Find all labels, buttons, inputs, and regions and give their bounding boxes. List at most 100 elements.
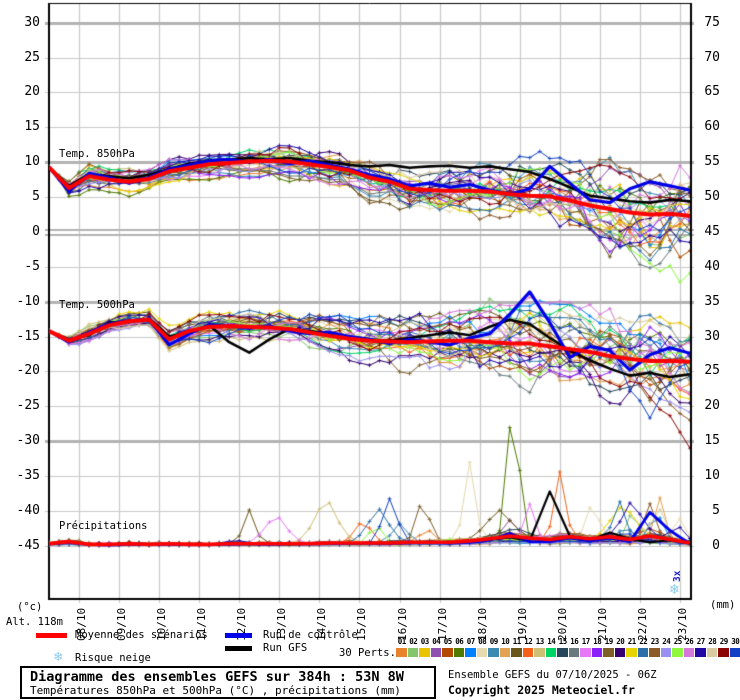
perturbation-number: 02 xyxy=(409,637,418,646)
perturbation-color-swatch xyxy=(706,648,717,657)
perturbation-number: 20 xyxy=(616,637,625,646)
perturbation-color-swatch xyxy=(430,648,441,657)
snow-risk-label: Risque neige xyxy=(75,652,151,664)
perturbation-colorbar-cell: 11 xyxy=(511,637,523,657)
footer-box: Diagramme des ensembles GEFS sur 384h : … xyxy=(20,666,436,699)
perturbation-number: 11 xyxy=(512,637,522,646)
copyright: Copyright 2025 Meteociel.fr xyxy=(448,683,635,697)
snowflake-chart-icon: ❄ xyxy=(670,580,680,598)
perturbation-number: 28 xyxy=(708,637,717,646)
diagram-title: Diagramme des ensembles GEFS sur 384h : … xyxy=(30,669,404,685)
perturbation-number: 25 xyxy=(673,637,683,646)
perturbation-color-swatch xyxy=(614,648,625,657)
perturbation-number: 08 xyxy=(478,637,487,646)
perturbation-color-swatch xyxy=(649,648,660,657)
legend-mean-label: Moyenne des scénarios xyxy=(75,629,208,641)
perturbation-colorbar-cell: 23 xyxy=(649,637,661,657)
left-axis-tick-label: -15 xyxy=(16,328,40,344)
diagram-subtitle: Températures 850hPa et 500hPa (°C) , pré… xyxy=(30,684,401,697)
left-axis-tick-label: -10 xyxy=(16,293,40,309)
perturbation-color-swatch xyxy=(683,648,694,657)
right-axis-tick-label: 0 xyxy=(712,537,720,553)
left-axis-tick-label: -45 xyxy=(16,537,40,553)
legend-gfs-swatch xyxy=(225,646,252,651)
right-axis-tick-label: 5 xyxy=(712,502,720,518)
perturbation-number: 27 xyxy=(696,637,706,646)
perturbation-color-swatch xyxy=(499,648,510,657)
perturbation-colorbar-cell: 21 xyxy=(626,637,638,657)
perturbation-number: 17 xyxy=(581,637,591,646)
perturbation-colorbar-cell: 17 xyxy=(580,637,592,657)
perturbation-color-swatch xyxy=(407,648,418,657)
perturbation-number: 26 xyxy=(685,637,694,646)
left-axis-tick-label: 5 xyxy=(32,189,40,205)
perturbation-color-swatch xyxy=(695,648,706,657)
perturbation-number: 10 xyxy=(501,637,510,646)
perturbation-color-swatch xyxy=(557,648,568,657)
perturbation-colorbar-cell: 18 xyxy=(591,637,604,657)
right-axis-tick-label: 20 xyxy=(704,398,720,414)
right-axis-tick-label: 60 xyxy=(704,119,720,135)
left-axis-tick-label: -35 xyxy=(16,468,40,484)
right-axis-tick-label: 50 xyxy=(704,189,720,205)
perturbation-colorbar-cell: 28 xyxy=(706,637,719,657)
perturbation-colorbar-cell: 08 xyxy=(476,637,489,657)
perturbation-number: 04 xyxy=(432,637,441,646)
left-axis-tick-label: -40 xyxy=(16,502,40,518)
perturbation-number: 23 xyxy=(650,637,660,646)
perturbation-colorbar-cell: 04 xyxy=(430,637,443,657)
perturbation-color-swatch xyxy=(729,648,740,657)
perturbation-color-swatch xyxy=(568,648,579,657)
unit-right-label: (mm) xyxy=(710,599,736,611)
ensemble-chart-canvas xyxy=(0,0,740,620)
left-axis-tick-label: 0 xyxy=(32,223,40,239)
perturbation-colorbar-cell: 30 xyxy=(729,637,740,657)
perturbation-colorbar-cell: 06 xyxy=(453,637,466,657)
perturbation-color-swatch xyxy=(580,648,591,657)
legend-snowflake-icon: ❄ xyxy=(54,649,63,665)
perturbation-number: 18 xyxy=(593,637,602,646)
left-axis-tick-label: 25 xyxy=(24,49,40,65)
right-axis-tick-label: 75 xyxy=(704,14,720,30)
perturbation-color-swatch xyxy=(718,648,729,657)
perturbation-number: 24 xyxy=(662,637,671,646)
perturbation-number: 06 xyxy=(455,637,464,646)
perturbation-colorbar-cell: 19 xyxy=(603,637,615,657)
perturbation-number: 29 xyxy=(719,637,729,646)
perturbation-colorbar-cell: 26 xyxy=(683,637,696,657)
perturbation-number: 09 xyxy=(489,637,499,646)
perturbation-number: 03 xyxy=(420,637,430,646)
perturbations-count-label: 30 Perts. xyxy=(339,647,396,659)
left-axis-tick-label: 20 xyxy=(24,84,40,100)
perturbation-colorbar-cell: 27 xyxy=(695,637,707,657)
perturbation-colorbar: 01 02 03 04 05 06 07 08 09 10 11 12 13 14 15 16 17 18 19 20… xyxy=(396,637,740,657)
perturbation-color-swatch xyxy=(672,648,683,657)
perturbation-number: 05 xyxy=(443,637,453,646)
left-axis-tick-label: -20 xyxy=(16,363,40,379)
perturbation-color-swatch xyxy=(591,648,602,657)
left-axis-tick-label: -30 xyxy=(16,433,40,449)
perturbation-color-swatch xyxy=(626,648,637,657)
perturbation-colorbar-cell: 15 xyxy=(557,637,569,657)
perturbation-colorbar-cell: 16 xyxy=(568,637,581,657)
perturbation-color-swatch xyxy=(534,648,545,657)
left-axis-tick-label: -25 xyxy=(16,398,40,414)
right-axis-tick-label: 70 xyxy=(704,49,720,65)
perturbation-number: 19 xyxy=(604,637,614,646)
left-axis-tick-label: 30 xyxy=(24,14,40,30)
perturbation-number: 13 xyxy=(535,637,545,646)
perturbation-colorbar-cell: 03 xyxy=(419,637,431,657)
perturbation-colorbar-cell: 24 xyxy=(660,637,673,657)
perturbation-color-swatch xyxy=(545,648,556,657)
right-axis-tick-label: 35 xyxy=(704,293,720,309)
perturbation-color-swatch xyxy=(396,648,407,657)
perturbation-color-swatch xyxy=(488,648,499,657)
perturbation-color-swatch xyxy=(522,648,533,657)
perturbation-number: 01 xyxy=(397,637,407,646)
perturbation-color-swatch xyxy=(476,648,487,657)
legend-control-label: Run de contrôle xyxy=(263,629,358,641)
label-temp-850: Temp. 850hPa xyxy=(59,148,135,160)
run-info: Ensemble GEFS du 07/10/2025 - 06Z xyxy=(448,669,657,681)
altitude-label: Alt. 118m xyxy=(6,616,63,628)
